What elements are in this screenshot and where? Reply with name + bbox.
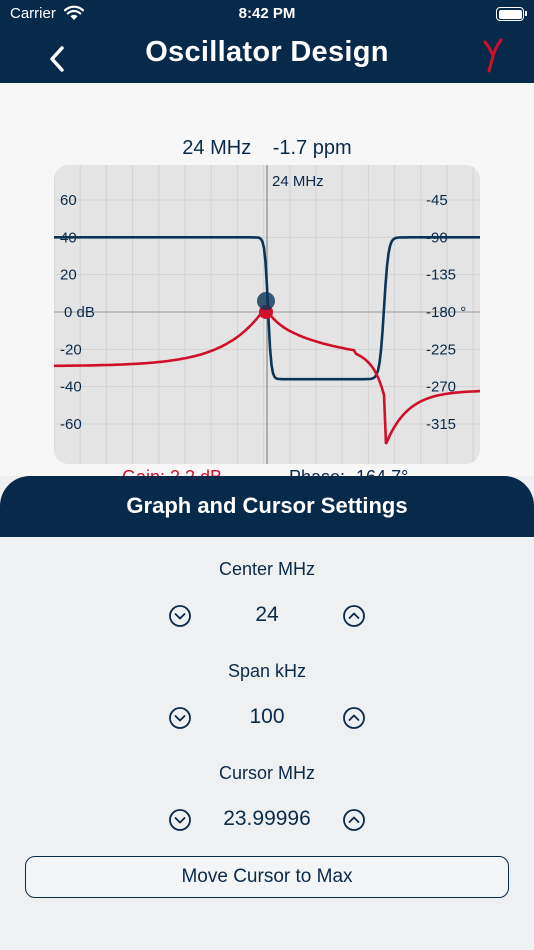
move-cursor-to-max-button[interactable]: Move Cursor to Max <box>25 856 509 898</box>
status-time: 8:42 PM <box>238 5 296 22</box>
navigation-bar: Oscillator Design <box>0 28 534 83</box>
center-increment-button[interactable] <box>342 604 366 628</box>
bode-chart[interactable]: 60 40 20 0 dB -20 -40 -60 -45 -90 -135 -180 ° -225… <box>54 165 480 464</box>
back-chevron-icon[interactable] <box>40 40 76 76</box>
phase-series-line <box>54 236 480 381</box>
left-axis-tick-label: 0 dB <box>64 304 95 321</box>
center-decrement-button[interactable] <box>168 604 192 628</box>
left-axis-tick-label: 20 <box>60 267 77 284</box>
center-label: Center MHz <box>218 559 316 579</box>
right-axis-tick-label: -45 <box>426 192 448 209</box>
frequency-value: 24 MHz <box>182 137 252 159</box>
span-label: Span kHz <box>227 661 307 681</box>
center-value: 24 <box>255 603 279 626</box>
right-axis-tick-label: -180 ° <box>426 304 466 321</box>
cursor-increment-button[interactable] <box>342 808 366 832</box>
left-axis-tick-label: -60 <box>60 416 82 433</box>
span-value: 100 <box>249 705 285 728</box>
span-increment-button[interactable] <box>342 706 366 730</box>
carrier-label: Carrier <box>10 5 56 22</box>
ppm-value: -1.7 ppm <box>272 137 352 159</box>
cursor-label: Cursor MHz <box>218 763 315 783</box>
right-axis-tick-label: -225 <box>426 341 456 358</box>
wifi-icon <box>64 5 84 20</box>
phase-cursor-marker <box>257 292 275 310</box>
cursor-decrement-button[interactable] <box>168 808 192 832</box>
left-axis-tick-label: 60 <box>60 192 77 209</box>
battery-icon <box>496 7 527 21</box>
page-title: Oscillator Design <box>145 36 389 68</box>
settings-sheet-title: Graph and Cursor Settings <box>126 493 408 518</box>
right-axis-ticks: -45-90-135-180 °-225-270-315 <box>426 192 466 433</box>
status-bar: Carrier 8:42 PM <box>0 0 534 28</box>
center-frequency-label: 24 MHz <box>272 173 324 190</box>
left-axis-tick-label: -20 <box>60 341 82 358</box>
app-logo-icon <box>483 38 503 73</box>
frequency-readout: 24 MHz -1.7 ppm <box>0 137 534 160</box>
right-axis-tick-label: -315 <box>426 416 456 433</box>
settings-sheet-header[interactable]: Graph and Cursor Settings <box>0 476 534 537</box>
right-axis-tick-label: -135 <box>426 267 456 284</box>
chart-grid <box>54 165 480 464</box>
left-axis-tick-label: -40 <box>60 379 82 396</box>
span-decrement-button[interactable] <box>168 706 192 730</box>
cursor-value: 23.99996 <box>223 807 311 830</box>
right-axis-tick-label: -270 <box>426 379 456 396</box>
